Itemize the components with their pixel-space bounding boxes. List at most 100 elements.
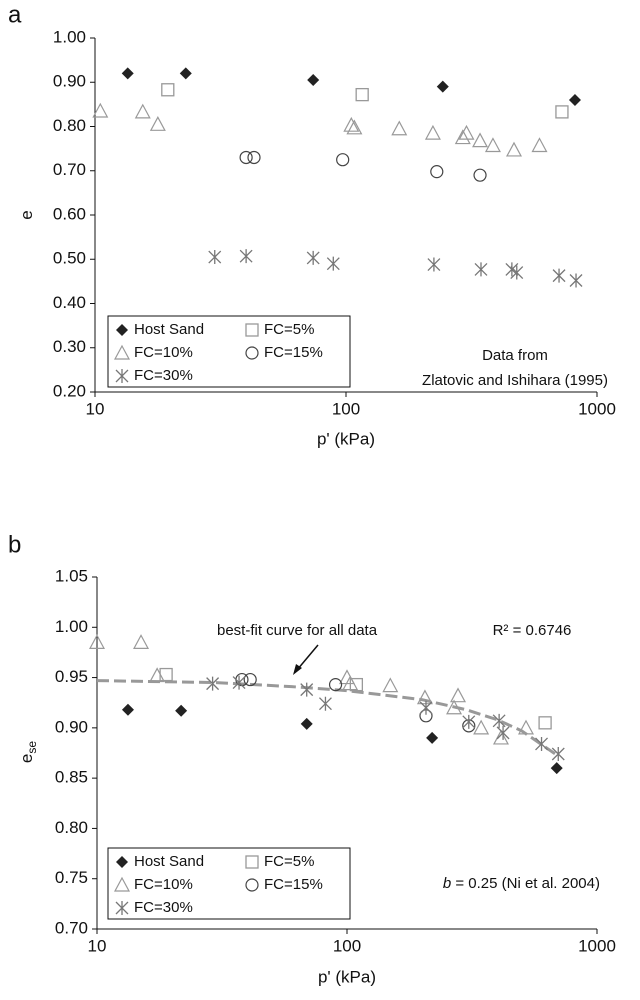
fit-line — [96, 679, 560, 758]
point — [245, 855, 259, 869]
y-tick-label: 0.80 — [53, 116, 86, 135]
point — [243, 672, 257, 687]
point — [326, 256, 340, 271]
point — [538, 716, 552, 730]
x-axis-title: p' (kPa) — [318, 967, 376, 986]
point — [473, 719, 490, 735]
arrow — [296, 644, 319, 671]
y-tick-label: 0.90 — [53, 72, 86, 91]
point — [245, 323, 259, 337]
point — [496, 725, 510, 740]
point — [505, 262, 519, 277]
point — [179, 67, 192, 80]
point — [300, 717, 313, 730]
legend-box — [107, 315, 351, 388]
y-tick-label: 0.85 — [55, 768, 88, 787]
point — [239, 249, 253, 264]
point — [121, 67, 134, 80]
legend-label: Host Sand — [134, 853, 204, 870]
legend-label: FC=10% — [134, 344, 193, 361]
point — [454, 129, 471, 145]
point — [472, 132, 489, 148]
y-axis-title: e — [17, 210, 36, 219]
point — [492, 729, 509, 745]
point — [133, 634, 150, 649]
y-tick-label: 0.70 — [53, 160, 86, 179]
y-tick-label: 1.00 — [53, 27, 86, 46]
x-tick-label: 10 — [88, 936, 107, 955]
y-tick-label: 0.75 — [55, 868, 88, 887]
point — [426, 731, 439, 744]
x-tick-label: 1000 — [578, 936, 616, 955]
point — [569, 273, 583, 288]
point — [555, 105, 569, 119]
point — [306, 250, 320, 265]
point — [550, 762, 563, 775]
point — [382, 677, 399, 693]
annotation: R² = 0.6746 — [493, 622, 572, 639]
legend-label: FC=30% — [134, 899, 193, 916]
x-tick-label: 100 — [333, 936, 361, 955]
y-tick-label: 1.05 — [55, 566, 88, 585]
point — [121, 703, 134, 716]
panel-letter: a — [8, 1, 22, 28]
legend-label: Host Sand — [134, 321, 204, 338]
point — [245, 878, 259, 892]
point — [355, 87, 369, 102]
point — [551, 747, 565, 762]
point — [115, 369, 129, 383]
point — [552, 268, 566, 283]
point — [473, 168, 487, 182]
point — [92, 102, 109, 118]
point — [531, 137, 548, 153]
y-tick-label: 0.90 — [55, 717, 88, 736]
point — [474, 262, 488, 277]
point — [436, 80, 449, 93]
point — [159, 667, 173, 682]
point — [458, 124, 475, 140]
legend-label: FC=10% — [134, 876, 193, 893]
x-tick-label: 1000 — [578, 399, 616, 418]
point — [116, 324, 128, 336]
point — [113, 876, 131, 892]
x-axis-title: p' (kPa) — [317, 429, 375, 448]
legend-label: FC=15% — [264, 344, 323, 361]
point — [175, 704, 188, 717]
x-tick-label: 100 — [332, 399, 360, 418]
point — [484, 137, 501, 153]
point — [318, 696, 332, 711]
point — [505, 141, 523, 157]
y-axis-title: ese — [17, 741, 39, 763]
point — [343, 116, 360, 132]
point — [450, 687, 467, 703]
y-tick-label: 0.60 — [53, 204, 86, 223]
y-tick-label: 0.70 — [55, 918, 88, 937]
annotation: b = 0.25 (Ni et al. 2004) — [443, 875, 600, 892]
point — [300, 682, 314, 697]
point — [206, 676, 220, 691]
legend-label: FC=5% — [264, 321, 314, 338]
y-tick-label: 0.95 — [55, 667, 88, 686]
x-tick-label: 10 — [86, 399, 105, 418]
point — [247, 150, 261, 165]
point — [517, 719, 535, 735]
point — [346, 119, 363, 135]
y-tick-label: 0.80 — [55, 818, 88, 837]
point — [419, 700, 433, 715]
panel-letter: b — [8, 531, 21, 558]
annotation: Zlatovic and Ishihara (1995) — [422, 372, 608, 389]
point — [328, 678, 343, 692]
point — [342, 675, 359, 691]
point — [88, 634, 106, 649]
point — [568, 93, 581, 106]
y-axis-title-sub: se — [25, 741, 39, 754]
legend-box — [107, 847, 351, 920]
arrow-head — [293, 664, 302, 675]
annotation: Data from — [482, 347, 548, 364]
legend-label: FC=5% — [264, 853, 314, 870]
point — [245, 346, 259, 360]
y-tick-label: 0.30 — [53, 337, 86, 356]
y-axis-title-main: e — [17, 210, 36, 219]
y-tick-label: 0.20 — [53, 381, 86, 400]
point — [307, 74, 320, 87]
